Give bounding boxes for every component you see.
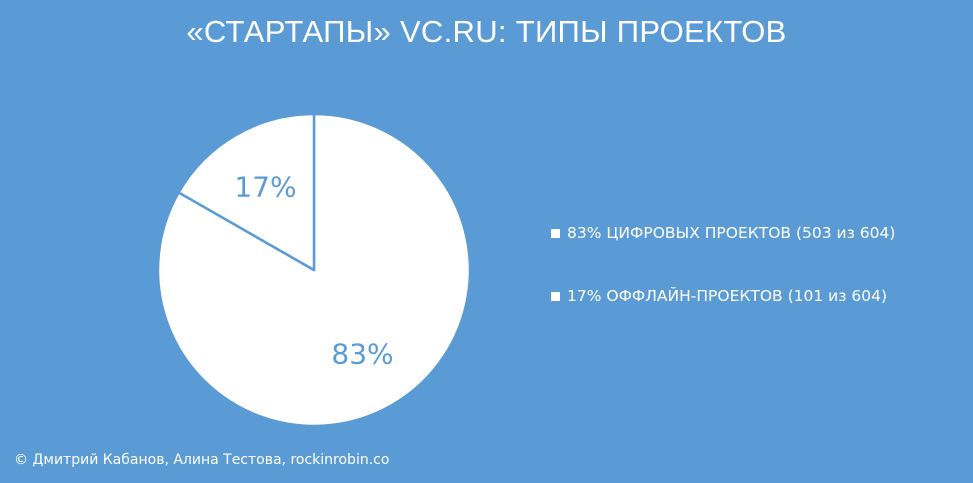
pie-slice-offline (177, 112, 316, 272)
legend: 83% ЦИФРОВЫХ ПРОЕКТОВ (503 из 604) 17% О… (551, 222, 895, 348)
credit: © Дмитрий Кабанов, Алина Тестова, rockin… (14, 452, 390, 468)
pie-label-offline: 17% (234, 170, 296, 203)
legend-item-digital: 83% ЦИФРОВЫХ ПРОЕКТОВ (503 из 604) (551, 222, 895, 244)
chart-title: «СТАРТАПЫ» VC.RU: ТИПЫ ПРОЕКТОВ (186, 14, 787, 49)
pie-label-digital: 83% (331, 338, 393, 371)
legend-item-offline: 17% ОФФЛАЙН-ПРОЕКТОВ (101 из 604) (551, 285, 895, 307)
legend-label-offline: 17% ОФФЛАЙН-ПРОЕКТОВ (101 из 604) (567, 287, 888, 305)
legend-label-digital: 83% ЦИФРОВЫХ ПРОЕКТОВ (503 из 604) (567, 224, 896, 242)
legend-swatch-digital (551, 228, 560, 238)
legend-swatch-offline (551, 291, 560, 301)
pie-slice-digital (156, 112, 472, 428)
